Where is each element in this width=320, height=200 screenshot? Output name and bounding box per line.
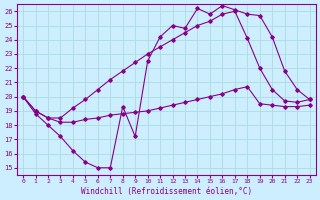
X-axis label: Windchill (Refroidissement éolien,°C): Windchill (Refroidissement éolien,°C)	[81, 187, 252, 196]
